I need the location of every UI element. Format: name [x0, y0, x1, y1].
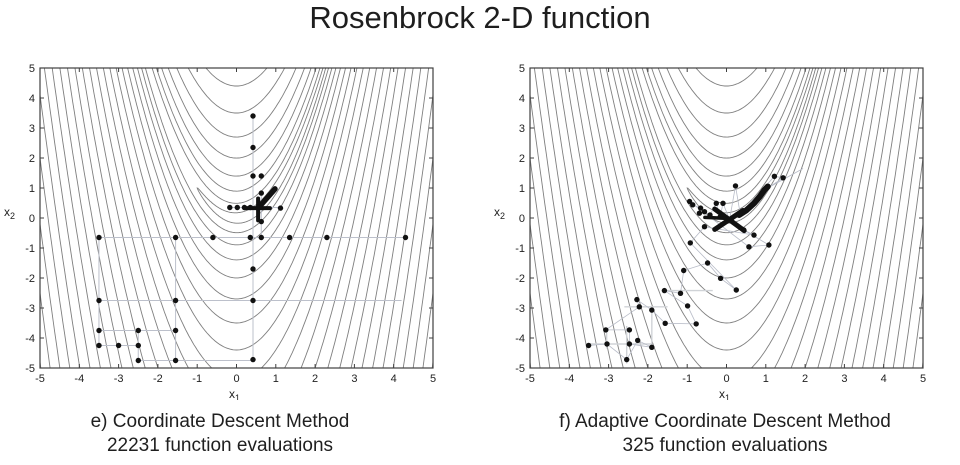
svg-text:-3: -3 [25, 303, 35, 315]
caption-evaluations-line: 325 function evaluations [622, 435, 828, 456]
svg-text:4: 4 [881, 373, 887, 385]
figure-title: Rosenbrock 2-D function [309, 0, 651, 35]
svg-text:4: 4 [29, 93, 35, 105]
svg-text:0: 0 [723, 373, 729, 385]
y-axis-label: x2 [4, 205, 15, 221]
svg-text:1: 1 [29, 183, 35, 195]
svg-text:-3: -3 [515, 303, 525, 315]
svg-text:-2: -2 [25, 273, 35, 285]
svg-text:-5: -5 [525, 373, 535, 385]
svg-text:-4: -4 [25, 333, 35, 345]
svg-text:-4: -4 [74, 373, 84, 385]
svg-text:0: 0 [29, 213, 35, 225]
svg-text:1: 1 [273, 373, 279, 385]
svg-text:0: 0 [233, 373, 239, 385]
caption-adaptive-coordinate-descent: f) Adaptive Coordinate Descent Method 32… [490, 410, 960, 457]
svg-text:1: 1 [519, 183, 525, 195]
svg-text:5: 5 [29, 63, 35, 75]
svg-text:3: 3 [841, 373, 847, 385]
y-axis-label: x2 [494, 205, 505, 221]
svg-text:-5: -5 [25, 363, 35, 375]
coordinate-descent-plot: -5 -4 -3 -2 -1 0 1 2 3 4 5 -5 -4 -3 -2 -1 0 1 2 3 4 5 x1 x2 [4, 63, 436, 400]
svg-text:3: 3 [351, 373, 357, 385]
svg-text:5: 5 [430, 373, 436, 385]
svg-text:-5: -5 [35, 373, 45, 385]
svg-text:2: 2 [312, 373, 318, 385]
svg-text:5: 5 [519, 63, 525, 75]
svg-text:3: 3 [29, 123, 35, 135]
svg-text:-2: -2 [643, 373, 653, 385]
svg-text:5: 5 [920, 373, 926, 385]
svg-text:-1: -1 [25, 243, 35, 255]
x-axis-label: x1 [229, 387, 240, 400]
svg-text:-1: -1 [515, 243, 525, 255]
svg-text:2: 2 [29, 153, 35, 165]
svg-text:-4: -4 [564, 373, 574, 385]
adaptive-coordinate-descent-plot: -5 -4 -3 -2 -1 0 1 2 3 4 5 -5 -4 -3 -2 -1 0 1 2 3 4 5 x1 x2 [494, 63, 926, 400]
svg-text:0: 0 [519, 213, 525, 225]
svg-text:4: 4 [519, 93, 525, 105]
svg-text:-2: -2 [515, 273, 525, 285]
svg-text:2: 2 [519, 153, 525, 165]
svg-text:-4: -4 [515, 333, 525, 345]
svg-text:1: 1 [763, 373, 769, 385]
caption-evaluations-line: 22231 function evaluations [106, 435, 334, 456]
svg-text:-3: -3 [604, 373, 614, 385]
caption-method-line: f) Adaptive Coordinate Descent Method [559, 411, 891, 432]
caption-coordinate-descent: e) Coordinate Descent Method 22231 funct… [0, 410, 440, 457]
svg-text:-1: -1 [682, 373, 692, 385]
svg-text:3: 3 [519, 123, 525, 135]
svg-text:-2: -2 [153, 373, 163, 385]
svg-text:-1: -1 [192, 373, 202, 385]
svg-text:2: 2 [802, 373, 808, 385]
svg-text:-5: -5 [515, 363, 525, 375]
caption-method-line: e) Coordinate Descent Method [90, 411, 350, 432]
svg-text:4: 4 [391, 373, 397, 385]
x-axis-label: x1 [719, 387, 730, 400]
svg-text:-3: -3 [114, 373, 124, 385]
